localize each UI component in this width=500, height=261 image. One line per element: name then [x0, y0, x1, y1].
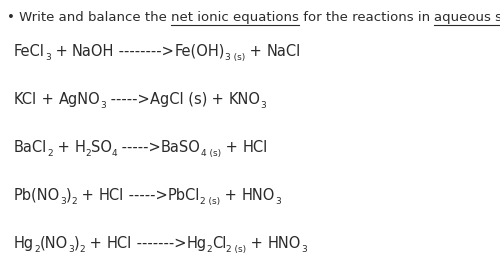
Text: 3 (s): 3 (s)	[224, 53, 245, 62]
Text: 2: 2	[85, 149, 91, 158]
Text: ----->: ----->	[118, 140, 161, 155]
Text: 4: 4	[112, 149, 117, 158]
Text: H: H	[74, 140, 85, 155]
Text: ----->: ----->	[124, 188, 168, 203]
Text: NaCl: NaCl	[266, 44, 300, 59]
Text: +: +	[53, 140, 74, 155]
Text: for the reactions in: for the reactions in	[299, 11, 434, 24]
Text: KNO: KNO	[228, 92, 260, 107]
Text: +: +	[77, 188, 98, 203]
Text: HNO: HNO	[242, 188, 275, 203]
Text: HCl: HCl	[98, 188, 124, 203]
Text: 3: 3	[301, 245, 307, 254]
Text: ----->: ----->	[106, 92, 150, 107]
Text: 3: 3	[275, 197, 280, 206]
Text: +: +	[246, 236, 268, 251]
Text: HCl: HCl	[106, 236, 132, 251]
Text: SO: SO	[91, 140, 112, 155]
Text: Hg: Hg	[14, 236, 34, 251]
Text: 2: 2	[206, 245, 212, 254]
Text: 4 (s): 4 (s)	[201, 149, 221, 158]
Text: -------->: -------->	[114, 44, 174, 59]
Text: 3: 3	[60, 197, 66, 206]
Text: • Write and balance the: • Write and balance the	[7, 11, 171, 24]
Text: BaCl: BaCl	[14, 140, 47, 155]
Text: AgCl (s): AgCl (s)	[150, 92, 207, 107]
Text: HCl: HCl	[242, 140, 268, 155]
Text: FeCl: FeCl	[14, 44, 45, 59]
Text: +: +	[37, 92, 58, 107]
Text: (NO: (NO	[40, 236, 68, 251]
Text: aqueous solution: aqueous solution	[434, 11, 500, 24]
Text: NaOH: NaOH	[72, 44, 114, 59]
Text: 2 (s): 2 (s)	[226, 245, 246, 254]
Text: Hg: Hg	[186, 236, 206, 251]
Text: BaSO: BaSO	[161, 140, 201, 155]
Text: +: +	[207, 92, 229, 107]
Text: 2: 2	[34, 245, 40, 254]
Text: 2: 2	[72, 197, 77, 206]
Text: +: +	[245, 44, 266, 59]
Text: +: +	[220, 188, 242, 203]
Text: 2 (s): 2 (s)	[200, 197, 220, 206]
Text: +: +	[221, 140, 242, 155]
Text: AgNO: AgNO	[58, 92, 100, 107]
Text: PbCl: PbCl	[168, 188, 200, 203]
Text: net ionic equations: net ionic equations	[171, 11, 299, 24]
Text: 2: 2	[80, 245, 85, 254]
Text: ): )	[74, 236, 80, 251]
Text: ------->: ------->	[132, 236, 186, 251]
Text: 3: 3	[68, 245, 74, 254]
Text: Fe(OH): Fe(OH)	[174, 44, 224, 59]
Text: 2: 2	[47, 149, 53, 158]
Text: 3: 3	[100, 101, 106, 110]
Text: KCl: KCl	[14, 92, 37, 107]
Text: HNO: HNO	[268, 236, 301, 251]
Text: 3: 3	[260, 101, 266, 110]
Text: +: +	[85, 236, 106, 251]
Text: Cl: Cl	[212, 236, 226, 251]
Text: ): )	[66, 188, 71, 203]
Text: 3: 3	[45, 53, 51, 62]
Text: +: +	[50, 44, 72, 59]
Text: Pb(NO: Pb(NO	[14, 188, 60, 203]
